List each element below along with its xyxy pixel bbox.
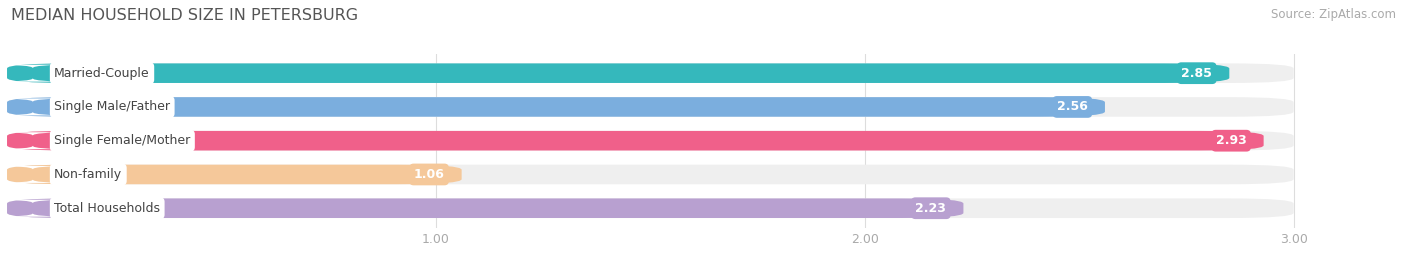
FancyBboxPatch shape — [7, 131, 1264, 151]
Text: 2.23: 2.23 — [915, 202, 946, 215]
Text: Married-Couple: Married-Couple — [55, 67, 150, 80]
FancyBboxPatch shape — [0, 65, 76, 82]
FancyBboxPatch shape — [0, 166, 76, 183]
FancyBboxPatch shape — [7, 64, 1229, 83]
Text: Single Male/Father: Single Male/Father — [55, 100, 170, 113]
FancyBboxPatch shape — [7, 131, 1294, 151]
Text: 2.93: 2.93 — [1216, 134, 1247, 147]
FancyBboxPatch shape — [7, 97, 1294, 117]
FancyBboxPatch shape — [7, 165, 461, 184]
FancyBboxPatch shape — [0, 132, 76, 149]
FancyBboxPatch shape — [7, 64, 1294, 83]
Text: 2.85: 2.85 — [1181, 67, 1212, 80]
Text: Single Female/Mother: Single Female/Mother — [55, 134, 190, 147]
Text: 1.06: 1.06 — [413, 168, 444, 181]
FancyBboxPatch shape — [0, 98, 76, 116]
Text: Source: ZipAtlas.com: Source: ZipAtlas.com — [1271, 8, 1396, 21]
FancyBboxPatch shape — [7, 198, 1294, 218]
Text: Non-family: Non-family — [55, 168, 122, 181]
FancyBboxPatch shape — [7, 165, 1294, 184]
Text: Total Households: Total Households — [55, 202, 160, 215]
Text: 2.56: 2.56 — [1057, 100, 1088, 113]
FancyBboxPatch shape — [7, 198, 963, 218]
FancyBboxPatch shape — [0, 200, 76, 217]
Text: MEDIAN HOUSEHOLD SIZE IN PETERSBURG: MEDIAN HOUSEHOLD SIZE IN PETERSBURG — [11, 8, 359, 23]
FancyBboxPatch shape — [7, 97, 1105, 117]
